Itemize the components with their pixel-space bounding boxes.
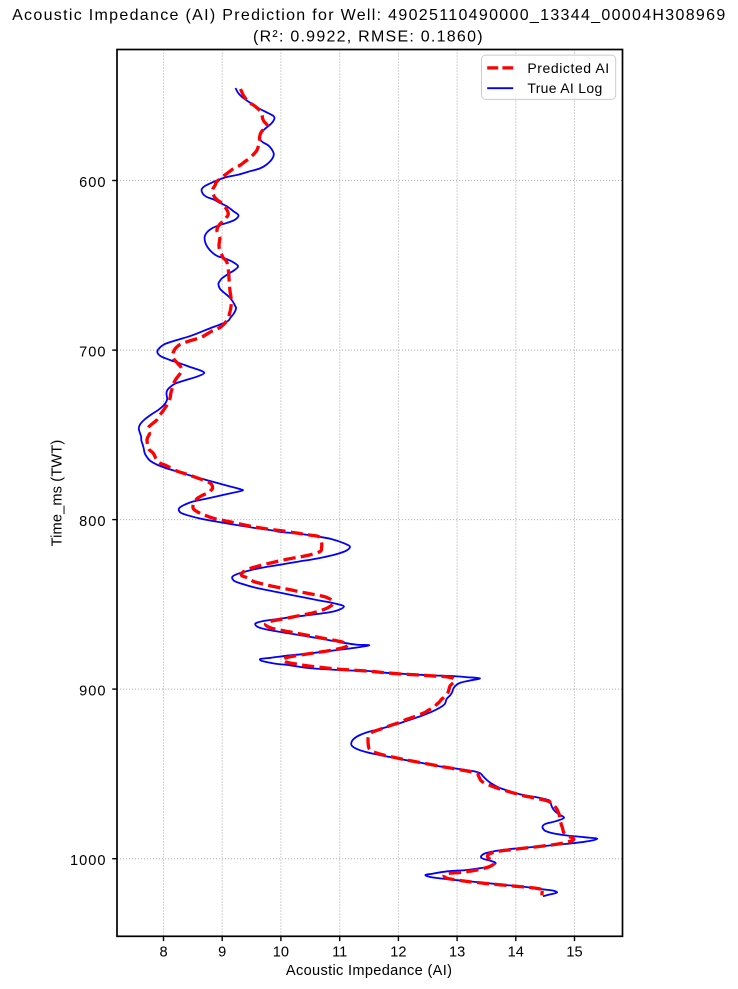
svg-text:9: 9 [218, 945, 226, 961]
svg-text:Predicted AI: Predicted AI [527, 60, 609, 76]
svg-text:15: 15 [566, 945, 582, 961]
svg-text:(R²: 0.9922, RMSE: 0.1860): (R²: 0.9922, RMSE: 0.1860) [253, 29, 484, 46]
svg-text:Acoustic Impedance (AI): Acoustic Impedance (AI) [286, 963, 452, 979]
svg-text:Acoustic Impedance (AI) Predic: Acoustic Impedance (AI) Prediction for W… [12, 7, 726, 24]
svg-text:Time_ms (TWT): Time_ms (TWT) [50, 440, 66, 547]
svg-text:13: 13 [449, 945, 465, 961]
svg-text:12: 12 [390, 945, 406, 961]
svg-text:8: 8 [159, 945, 167, 961]
svg-text:900: 900 [79, 684, 106, 700]
svg-text:700: 700 [79, 345, 106, 361]
svg-text:800: 800 [79, 514, 106, 530]
svg-text:11: 11 [332, 945, 347, 961]
svg-text:600: 600 [79, 175, 106, 191]
svg-text:True AI Log: True AI Log [527, 80, 602, 96]
svg-text:14: 14 [508, 945, 524, 961]
svg-text:10: 10 [273, 945, 289, 961]
svg-text:1000: 1000 [70, 853, 106, 869]
